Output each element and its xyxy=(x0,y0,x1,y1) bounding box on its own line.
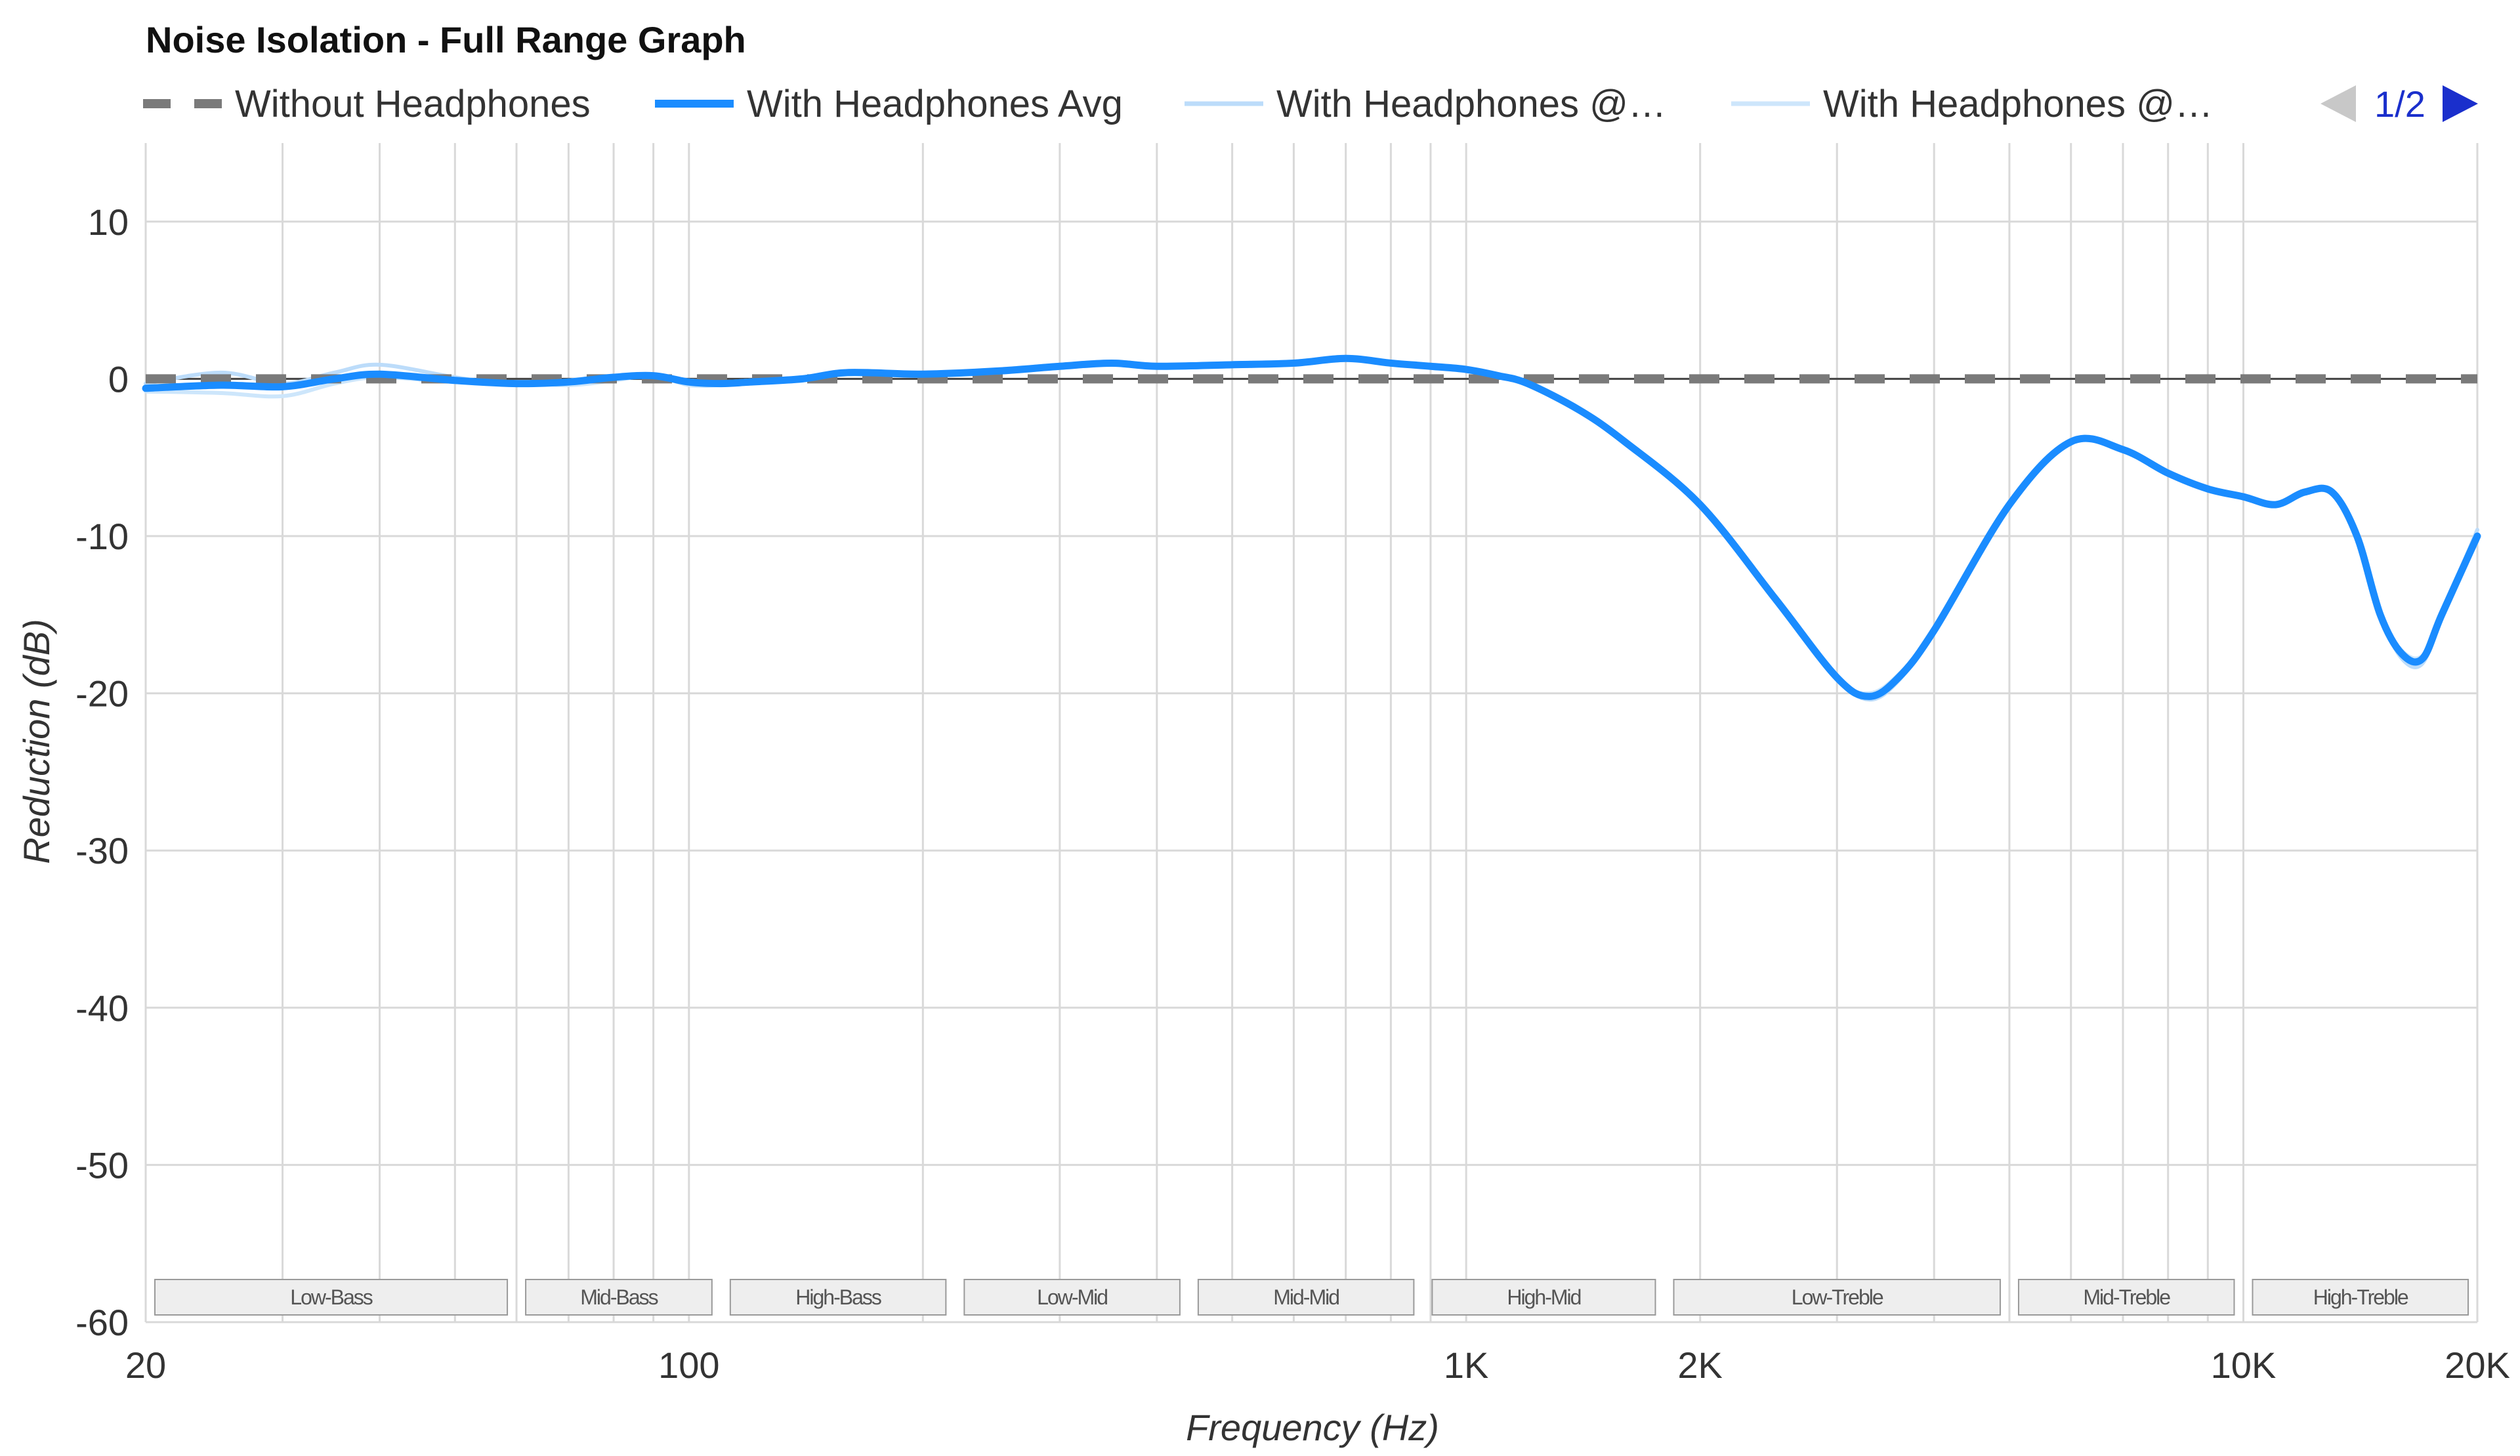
legend-item-with-headphones-2[interactable]: With Headphones @… xyxy=(1731,83,2213,125)
y-tick-label: -20 xyxy=(75,673,129,715)
band-label: Mid-Treble xyxy=(2083,1285,2170,1309)
band-box xyxy=(1431,1279,1656,1316)
band-box xyxy=(729,1279,947,1316)
x-tick-label: 1K xyxy=(1444,1344,1489,1386)
x-tick-label: 20K xyxy=(2445,1344,2510,1386)
y-tick-label: -10 xyxy=(75,516,129,557)
legend-next-arrow-icon[interactable] xyxy=(2443,85,2478,122)
legend: Without Headphones With Headphones Avg W… xyxy=(143,83,2478,125)
y-axis-title: Reduction (dB) xyxy=(16,619,57,864)
band-label: Low-Treble xyxy=(1792,1285,1883,1309)
band-label: High-Bass xyxy=(795,1285,881,1309)
legend-prev-arrow-icon[interactable] xyxy=(2320,85,2356,122)
x-tick-label: 20 xyxy=(125,1344,166,1386)
series-line-with-headphones-2 xyxy=(144,358,2479,696)
band-label: Mid-Mid xyxy=(1273,1285,1339,1309)
y-tick-label: 10 xyxy=(88,201,129,243)
band-box xyxy=(1673,1279,2001,1316)
band-box xyxy=(1197,1279,1415,1316)
x-tick-label: 10K xyxy=(2211,1344,2277,1386)
legend-item-with-headphones-avg[interactable]: With Headphones Avg xyxy=(655,83,1123,125)
band-label: Low-Bass xyxy=(290,1285,373,1309)
y-tick-label: -40 xyxy=(75,988,129,1029)
legend-page-indicator: 1/2 xyxy=(2374,83,2426,125)
y-tick-label: -50 xyxy=(75,1144,129,1186)
band-label: Mid-Bass xyxy=(580,1285,658,1309)
x-tick-label: 2K xyxy=(1677,1344,1723,1386)
series-line-with-headphones-avg xyxy=(142,354,2481,700)
legend-item-without-headphones[interactable]: Without Headphones xyxy=(143,83,591,125)
band-box xyxy=(525,1279,713,1316)
band-label: Low-Mid xyxy=(1037,1285,1107,1309)
x-axis-title: Frequency (Hz) xyxy=(1186,1407,1439,1448)
y-tick-label: 0 xyxy=(108,358,129,400)
legend-label-with-headphones-1: With Headphones @… xyxy=(1276,83,1666,125)
legend-item-with-headphones-1[interactable]: With Headphones @… xyxy=(1185,83,1666,125)
chart-title: Noise Isolation - Full Range Graph xyxy=(146,19,746,60)
y-tick-label: -30 xyxy=(75,830,129,871)
band-box xyxy=(963,1279,1181,1316)
series-line-with-headphones-1 xyxy=(144,354,2479,702)
band-label: High-Treble xyxy=(2313,1285,2408,1309)
legend-label-without-headphones: Without Headphones xyxy=(235,83,591,125)
x-tick-label: 100 xyxy=(658,1344,719,1386)
band-box xyxy=(2252,1279,2469,1316)
band-label: High-Mid xyxy=(1507,1285,1580,1309)
band-box xyxy=(154,1279,509,1316)
legend-label-with-headphones-2: With Headphones @… xyxy=(1823,83,2213,125)
legend-label-with-headphones-avg: With Headphones Avg xyxy=(747,83,1123,125)
y-tick-label: -60 xyxy=(75,1302,129,1343)
band-box xyxy=(2017,1279,2235,1316)
